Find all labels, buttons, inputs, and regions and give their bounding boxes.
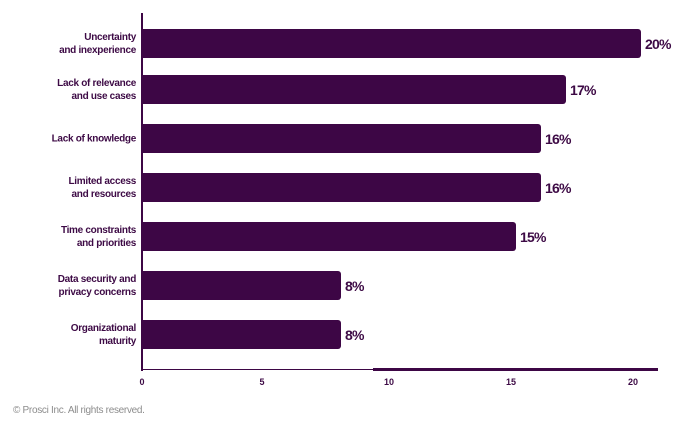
bar-row-access: Limited access and resources 16% <box>0 173 700 202</box>
value-label: 16% <box>545 130 571 147</box>
bar <box>143 271 341 300</box>
category-label: Time constraints and priorities <box>60 224 136 249</box>
category-label: Lack of knowledge <box>51 133 137 144</box>
bar-row-relevance: Lack of relevance and use cases 17% <box>0 75 700 104</box>
x-tick-label: 0 <box>139 377 145 387</box>
category-label: Lack of relevance and use cases <box>57 77 136 102</box>
bar <box>143 222 516 251</box>
category-label: Data security and privacy concerns <box>57 273 137 298</box>
bar <box>143 29 641 58</box>
bar-row-maturity: Organizational maturity 8% <box>0 320 700 349</box>
value-label: 15% <box>520 228 546 245</box>
bar <box>143 320 341 349</box>
x-tick-label: 15 <box>505 377 517 387</box>
value-label: 8% <box>345 326 364 343</box>
y-axis-line <box>141 13 143 371</box>
category-label: Limited access and resources <box>68 175 136 200</box>
bar <box>143 173 541 202</box>
bar-row-security: Data security and privacy concerns 8% <box>0 271 700 300</box>
value-label: 20% <box>645 35 671 52</box>
category-label: Uncertainty and inexperience <box>59 31 136 56</box>
bar-row-uncertainty: Uncertainty and inexperience 20% <box>0 29 700 58</box>
x-axis-line-highlight <box>373 368 658 371</box>
x-tick-label: 10 <box>383 377 395 387</box>
bar-row-time: Time constraints and priorities 15% <box>0 222 700 251</box>
value-label: 17% <box>570 81 596 98</box>
bar-row-knowledge: Lack of knowledge 16% <box>0 124 700 153</box>
bar <box>143 124 541 153</box>
x-tick-label: 5 <box>259 377 265 387</box>
value-label: 16% <box>545 179 571 196</box>
copyright-footer: © Prosci Inc. All rights reserved. <box>13 405 145 416</box>
bar <box>143 75 566 104</box>
value-label: 8% <box>345 277 364 294</box>
category-label: Organizational maturity <box>70 322 137 347</box>
x-axis-line <box>141 369 374 370</box>
x-tick-label: 20 <box>627 377 639 387</box>
